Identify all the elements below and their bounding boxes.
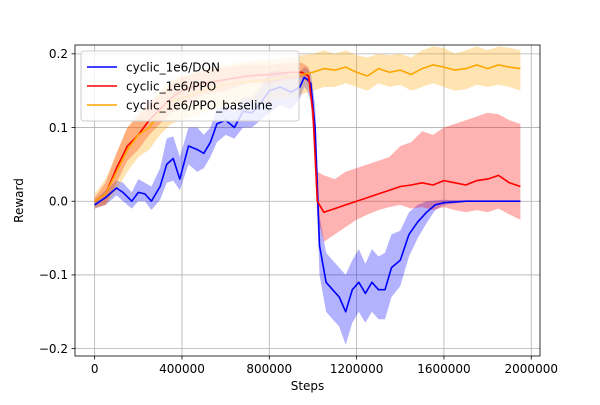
legend-label: cyclic_1e6/PPO_baseline xyxy=(126,98,272,112)
x-axis-ticks: 0 400000 800000 1200000 1600000 2000000 xyxy=(91,356,558,376)
y-axis-ticks: −0.2 −0.1 0.0 0.1 0.2 xyxy=(39,47,75,356)
y-tick-label: −0.2 xyxy=(39,342,68,356)
y-axis-label: Reward xyxy=(12,178,26,223)
x-tick-label: 1200000 xyxy=(330,362,383,376)
line-series-0 xyxy=(94,76,521,313)
x-tick-label: 1600000 xyxy=(417,362,470,376)
band-series-0 xyxy=(94,67,521,345)
legend-label: cyclic_1e6/DQN xyxy=(126,60,220,74)
x-tick-label: 2000000 xyxy=(505,362,558,376)
x-axis-label: Steps xyxy=(291,379,325,393)
y-tick-label: 0.1 xyxy=(49,121,68,135)
x-tick-label: 0 xyxy=(91,362,99,376)
band-series-1 xyxy=(94,62,521,242)
plot-frame xyxy=(74,44,541,357)
x-tick-label: 800000 xyxy=(246,362,292,376)
y-tick-label: 0.0 xyxy=(49,195,68,209)
legend: cyclic_1e6/DQN cyclic_1e6/PPO cyclic_1e6/P… xyxy=(80,50,300,122)
x-tick-label: 400000 xyxy=(159,362,205,376)
legend-box xyxy=(80,50,300,122)
y-tick-label: −0.1 xyxy=(39,268,68,282)
y-tick-label: 0.2 xyxy=(49,47,68,61)
legend-label: cyclic_1e6/PPO xyxy=(126,79,216,93)
